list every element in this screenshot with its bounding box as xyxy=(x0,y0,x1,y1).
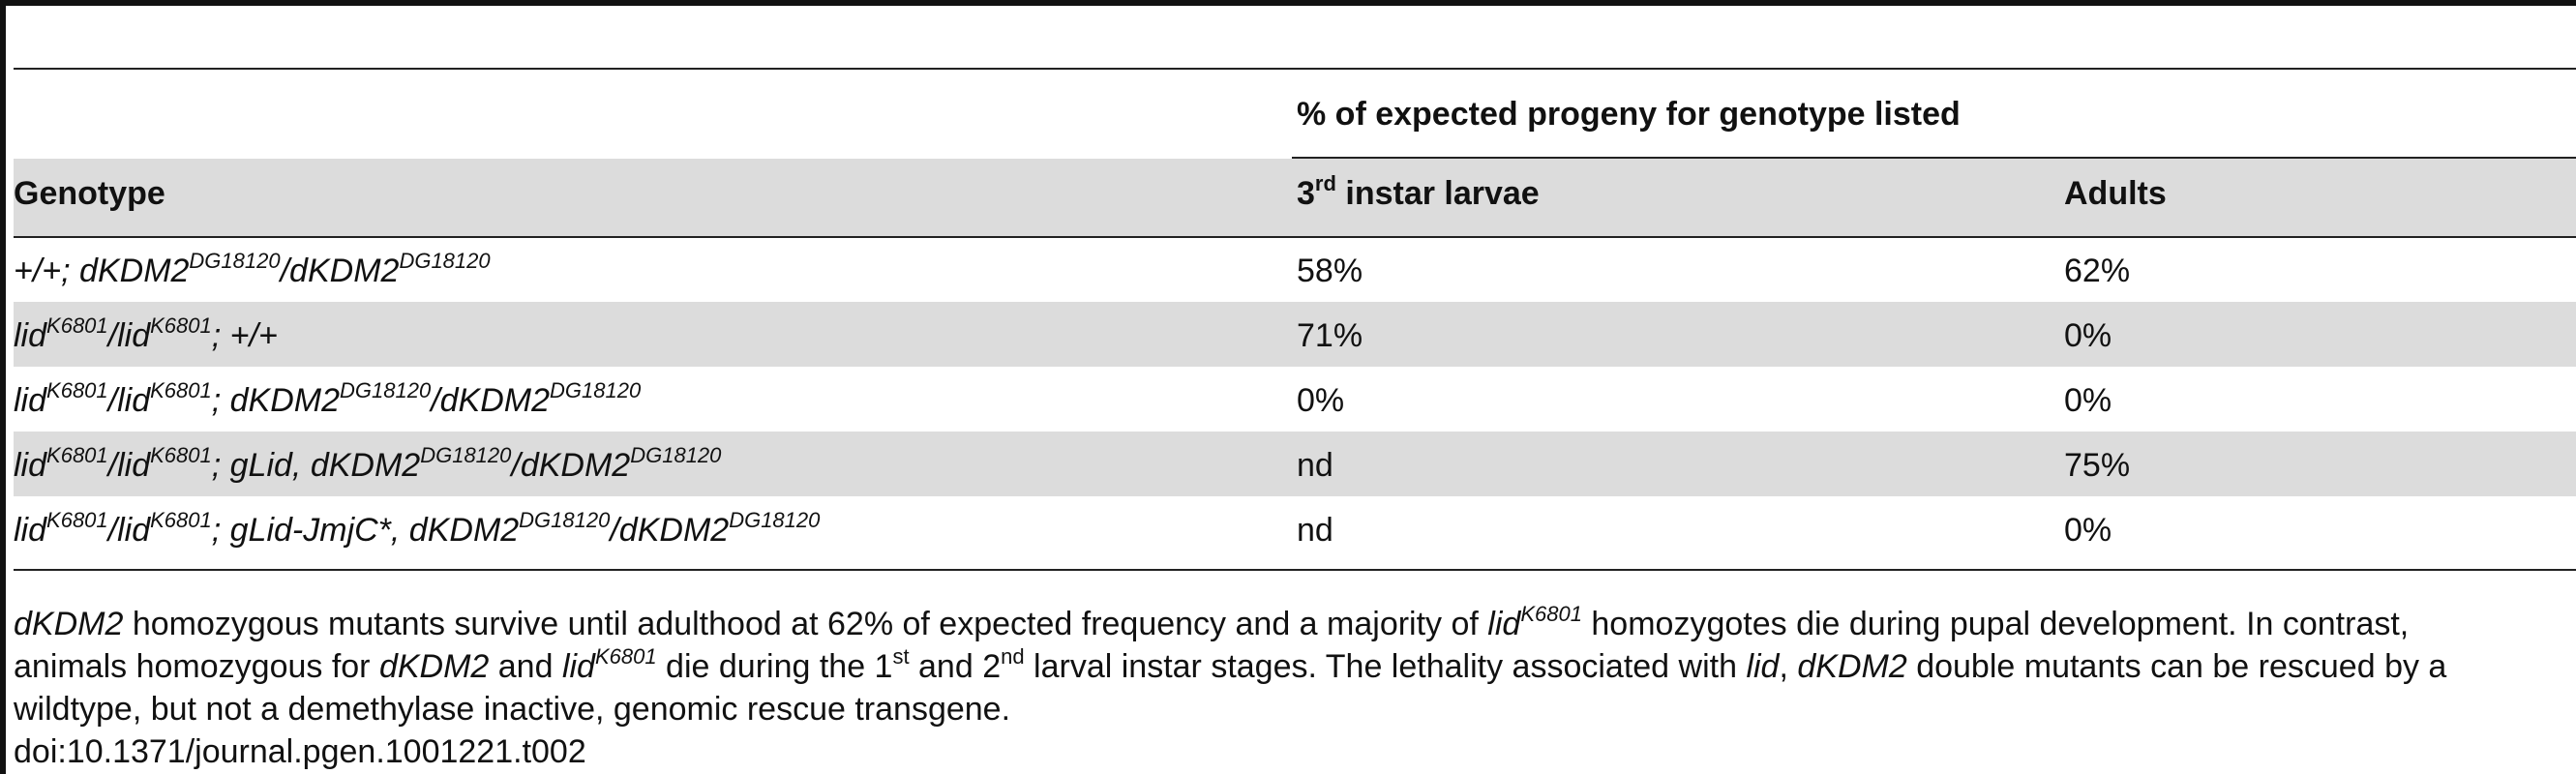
spanning-header-rule xyxy=(1292,157,2576,159)
table-cell-larvae: 71% xyxy=(1297,317,1363,354)
table-cell-adults: 0% xyxy=(2064,317,2112,354)
footnote-line-2: animals homozygous for dKDM2 and lidK680… xyxy=(14,644,2447,686)
table-cell-adults: 0% xyxy=(2064,382,2112,419)
table-cell-larvae: nd xyxy=(1297,512,1333,549)
footnote-line-3: wildtype, but not a demethylase inactive… xyxy=(14,691,1011,728)
table-row-genotype: lidK6801/lidK6801; dKDM2DG18120/dKDM2DG1… xyxy=(14,378,642,420)
footnote-line-1: dKDM2 homozygous mutants survive until a… xyxy=(14,602,2410,643)
table-top-rule xyxy=(14,68,2576,70)
table-row-genotype: lidK6801/lidK6801; +/+ xyxy=(14,313,278,355)
table-cell-larvae: nd xyxy=(1297,447,1333,484)
table-row-band xyxy=(14,302,2576,367)
table-cell-larvae: 0% xyxy=(1297,382,1345,419)
frame-left-border xyxy=(0,0,6,774)
column-header-larvae: 3rd instar larvae xyxy=(1297,171,1540,213)
spanning-header: % of expected progeny for genotype liste… xyxy=(1297,96,1961,133)
table-bottom-rule xyxy=(14,569,2576,571)
header-bottom-rule xyxy=(14,236,2576,238)
doi-link[interactable]: doi:10.1371/journal.pgen.1001221.t002 xyxy=(14,733,586,770)
column-header-adults: Adults xyxy=(2064,175,2167,212)
table-cell-adults: 75% xyxy=(2064,447,2131,484)
table-row-genotype: lidK6801/lidK6801; gLid-JmjC*, dKDM2DG18… xyxy=(14,508,821,550)
table-cell-larvae: 58% xyxy=(1297,253,1363,289)
table-cell-adults: 0% xyxy=(2064,512,2112,549)
table-row-band xyxy=(14,432,2576,496)
table-row-genotype: +/+; dKDM2DG18120/dKDM2DG18120 xyxy=(14,249,491,290)
table-row-genotype: lidK6801/lidK6801; gLid, dKDM2DG18120/dK… xyxy=(14,443,722,485)
column-header-row xyxy=(14,159,2576,236)
column-header-genotype: Genotype xyxy=(14,175,165,212)
frame-top-border xyxy=(0,0,2576,6)
table-cell-adults: 62% xyxy=(2064,253,2131,289)
